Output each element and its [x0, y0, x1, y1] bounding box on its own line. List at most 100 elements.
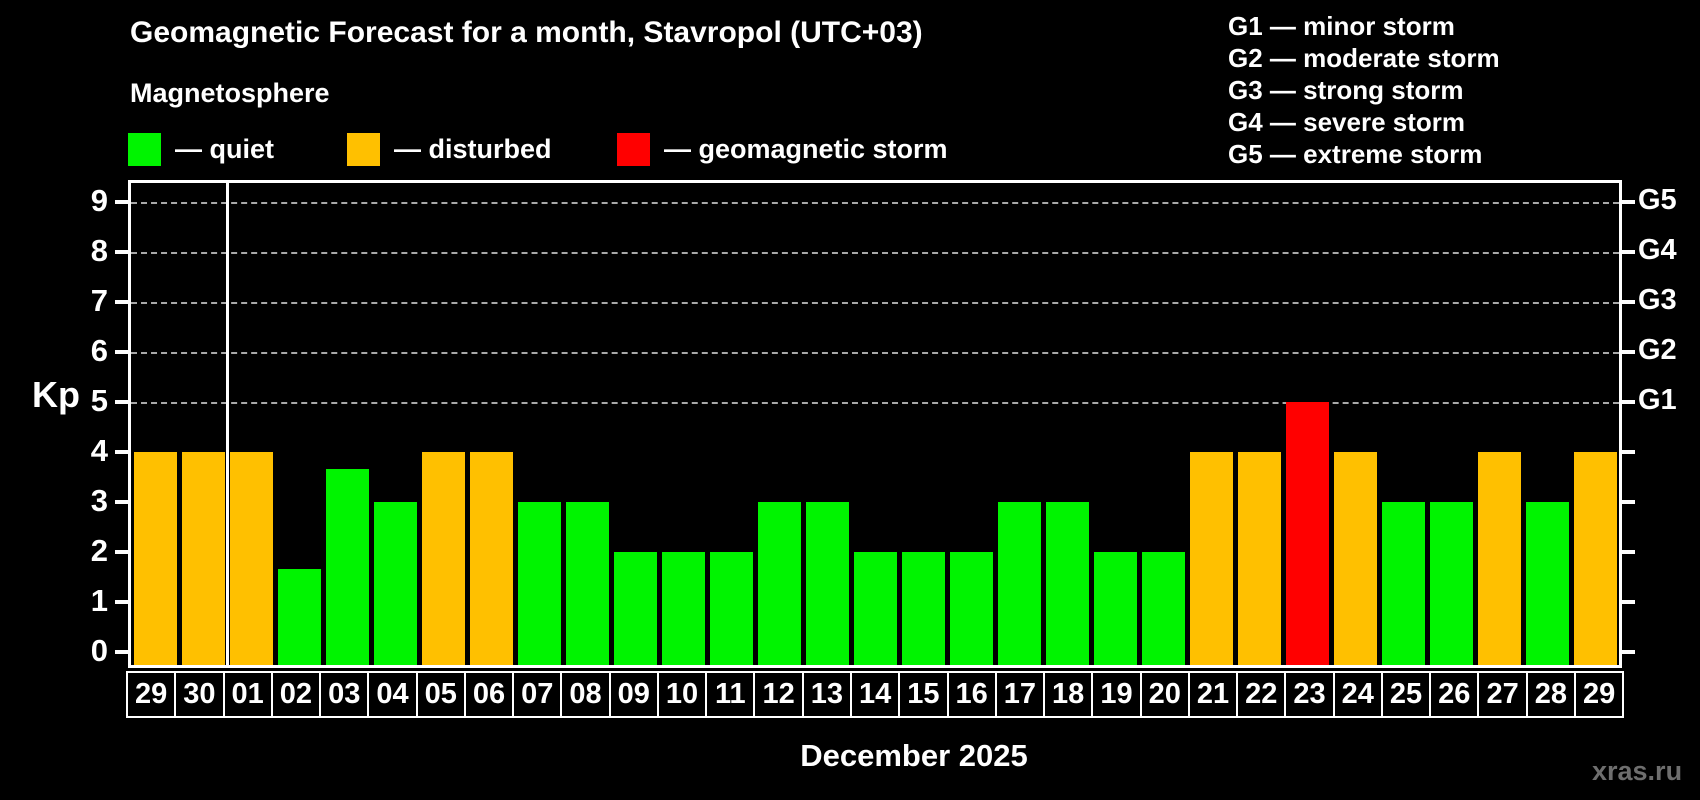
- date-label-12: 12: [753, 671, 804, 718]
- legend-label-storm: — geomagnetic storm: [664, 133, 948, 164]
- chart-title: Geomagnetic Forecast for a month, Stavro…: [130, 16, 923, 49]
- y-tick-label-7: 7: [90, 283, 108, 318]
- y-tick-right-0: [1622, 650, 1635, 654]
- x-axis-date-row: 29 30 01 02 03 04 05 06 07 08 09 10 11 12 13 14 15 16 17 18…: [126, 671, 1625, 718]
- y-tick-left-7: [115, 300, 128, 304]
- date-label-09: 09: [608, 671, 659, 718]
- kp-bar-day-19: [1093, 552, 1137, 665]
- gscale-line-g4: G4 — severe storm: [1228, 107, 1466, 137]
- right-axis-label-g2: G2: [1638, 334, 1677, 366]
- right-axis-label-g3: G3: [1638, 284, 1677, 316]
- y-tick-right-7: [1622, 300, 1635, 304]
- watermark: xras.ru: [1592, 756, 1683, 786]
- y-tick-label-8: 8: [90, 233, 108, 268]
- right-axis-label-g4: G4: [1638, 234, 1677, 266]
- kp-bar-day-25: [1381, 502, 1425, 665]
- y-tick-label-0: 0: [90, 633, 108, 668]
- plot-inner: [131, 183, 1619, 665]
- date-label-08: 08: [560, 671, 611, 718]
- gridline-kp8: [131, 252, 1619, 254]
- gscale-line-g1: G1 — minor storm: [1228, 11, 1455, 41]
- legend-item-disturbed: — disturbed: [347, 131, 552, 167]
- disturbed-color-swatch: [347, 132, 380, 166]
- date-label-14: 14: [849, 671, 901, 718]
- date-label-28: 28: [1525, 671, 1576, 718]
- kp-bar-day-06: [469, 452, 513, 665]
- kp-bar-day-28: [1525, 502, 1569, 665]
- date-label-20: 20: [1139, 671, 1190, 718]
- kp-bar-day-10: [661, 552, 705, 665]
- kp-bar-day-14: [853, 552, 897, 665]
- kp-bar-day-12: [757, 502, 801, 665]
- month-separator-line: [225, 183, 229, 665]
- kp-bar-day-17: [997, 502, 1041, 665]
- date-label-07: 07: [512, 671, 563, 718]
- date-label-29: 29: [1573, 671, 1625, 718]
- y-tick-left-0: [115, 650, 128, 654]
- y-tick-label-1: 1: [90, 583, 108, 618]
- storm-color-swatch: [617, 132, 650, 166]
- y-tick-right-3: [1622, 500, 1635, 504]
- y-tick-left-4: [115, 450, 128, 454]
- date-label-21: 21: [1187, 671, 1239, 718]
- date-label-13: 13: [801, 671, 852, 718]
- y-tick-left-6: [115, 350, 128, 354]
- right-axis-label-g5: G5: [1638, 184, 1677, 216]
- y-tick-label-6: 6: [90, 333, 108, 368]
- date-label-30: 30: [174, 671, 225, 718]
- plot-area: [128, 180, 1622, 668]
- y-tick-left-3: [115, 500, 128, 504]
- kp-bar-day-02: [277, 568, 321, 665]
- gscale-line-g5: G5 — extreme storm: [1228, 139, 1483, 169]
- date-label-10: 10: [656, 671, 708, 718]
- kp-bar-day-11: [709, 552, 753, 665]
- gscale-line-g2: G2 — moderate storm: [1228, 43, 1500, 73]
- y-tick-left-5: [115, 400, 128, 404]
- kp-bar-day-27: [1477, 452, 1521, 665]
- x-axis-title: December 2025: [800, 738, 1028, 773]
- storm-scale-legend: G1 — minor storm G2 — moderate storm G3 …: [1228, 10, 1500, 170]
- date-label-17: 17: [994, 671, 1046, 718]
- kp-bar-day-09: [613, 552, 657, 665]
- y-tick-label-2: 2: [90, 533, 108, 568]
- date-label-05: 05: [415, 671, 466, 718]
- kp-bar-day-18: [1045, 502, 1089, 665]
- kp-bar-day-29: [133, 452, 177, 665]
- date-label-01: 01: [222, 671, 273, 718]
- kp-bar-day-22: [1237, 452, 1281, 665]
- date-label-22: 22: [1236, 671, 1287, 718]
- date-label-19: 19: [1091, 671, 1142, 718]
- y-tick-right-2: [1622, 550, 1635, 554]
- y-tick-right-5: [1622, 400, 1635, 404]
- y-tick-right-6: [1622, 350, 1635, 354]
- date-label-15: 15: [898, 671, 949, 718]
- chart-subtitle: Magnetosphere: [130, 78, 330, 108]
- date-label-11: 11: [705, 671, 756, 718]
- date-label-27: 27: [1477, 671, 1528, 718]
- date-label-26: 26: [1429, 671, 1480, 718]
- y-tick-label-3: 3: [90, 483, 108, 518]
- kp-bar-day-01: [229, 452, 273, 665]
- y-tick-right-9: [1622, 200, 1635, 204]
- y-tick-label-9: 9: [90, 183, 108, 218]
- y-tick-left-1: [115, 600, 128, 604]
- kp-bar-day-29: [1573, 452, 1617, 665]
- kp-bar-day-30: [181, 452, 225, 665]
- date-label-18: 18: [1043, 671, 1094, 718]
- y-tick-right-8: [1622, 250, 1635, 254]
- date-label-25: 25: [1380, 671, 1432, 718]
- gridline-kp6: [131, 352, 1619, 354]
- date-label-04: 04: [367, 671, 418, 718]
- kp-bar-day-03: [325, 468, 369, 665]
- kp-bar-day-20: [1141, 552, 1185, 665]
- kp-bar-day-15: [901, 552, 945, 665]
- quiet-color-swatch: [128, 132, 161, 166]
- y-tick-right-1: [1622, 600, 1635, 604]
- kp-bar-day-13: [805, 502, 849, 665]
- legend-item-storm: — geomagnetic storm: [617, 131, 948, 167]
- kp-bar-day-23: [1285, 402, 1329, 665]
- legend-label-disturbed: — disturbed: [394, 133, 552, 164]
- y-tick-left-2: [115, 550, 128, 554]
- date-label-24: 24: [1332, 671, 1383, 718]
